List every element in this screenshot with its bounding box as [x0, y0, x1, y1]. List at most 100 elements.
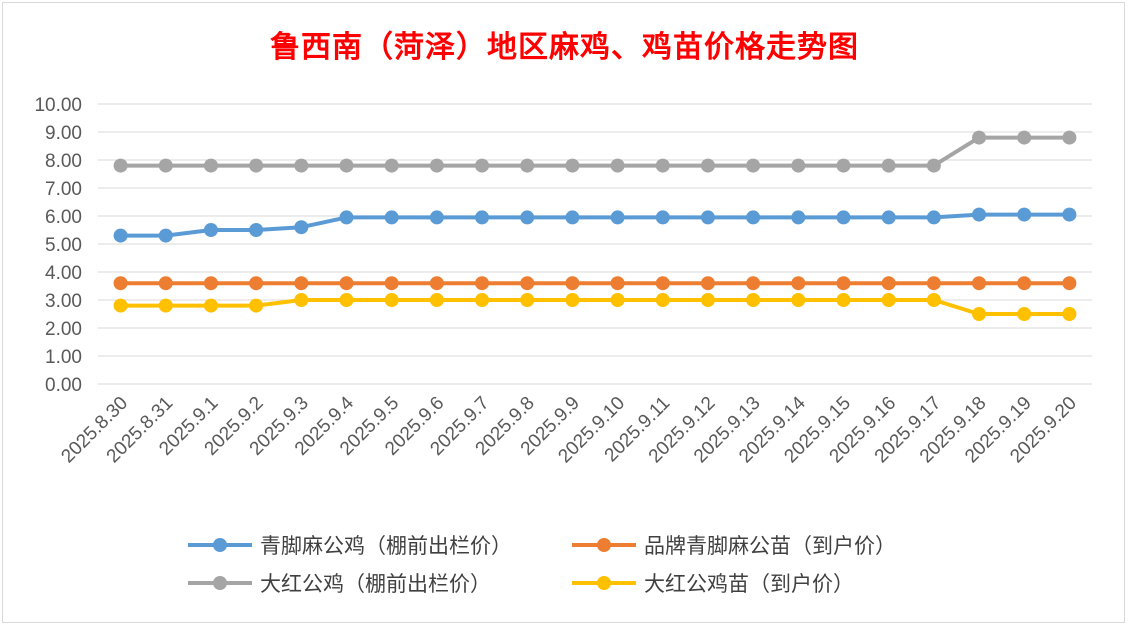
- data-point: [339, 293, 354, 307]
- legend-label: 青脚麻公鸡（棚前出栏价）: [260, 534, 512, 558]
- data-point: [791, 293, 806, 307]
- x-axis-ticks: 2025.8.302025.8.312025.9.12025.9.22025.9…: [58, 392, 1081, 467]
- data-point: [836, 276, 851, 291]
- series-line: [120, 298, 1070, 316]
- series-line: [120, 135, 1070, 168]
- data-point: [203, 298, 218, 313]
- data-point: [113, 158, 128, 173]
- data-point: [158, 298, 173, 313]
- data-point: [1017, 276, 1032, 291]
- data-point: [655, 276, 670, 291]
- legend-label: 大红公鸡（棚前出栏价）: [260, 572, 491, 596]
- legend-label: 大红公鸡苗（到户价）: [644, 572, 854, 596]
- legend-entry: 大红公鸡苗（到户价）: [572, 572, 854, 596]
- data-point: [972, 276, 987, 291]
- data-point: [791, 276, 806, 291]
- data-point: [972, 207, 987, 222]
- data-point: [565, 293, 580, 307]
- y-tick-label: 7.00: [45, 179, 82, 200]
- data-point: [429, 276, 444, 291]
- data-point: [294, 276, 309, 291]
- data-point: [881, 210, 896, 225]
- data-point: [429, 210, 444, 225]
- data-point: [384, 210, 399, 225]
- data-point: [881, 158, 896, 173]
- data-point: [429, 158, 444, 173]
- data-point: [158, 158, 173, 173]
- data-point: [475, 158, 490, 173]
- data-point: [384, 158, 399, 173]
- legend-swatch-marker: [597, 576, 611, 590]
- data-point: [294, 220, 309, 235]
- data-point: [1017, 207, 1032, 222]
- data-point: [475, 210, 490, 225]
- data-point: [926, 293, 941, 307]
- data-point: [113, 276, 128, 291]
- data-point: [113, 228, 128, 243]
- data-point: [565, 276, 580, 291]
- data-point: [203, 276, 218, 291]
- data-point: [1062, 276, 1077, 291]
- data-point: [294, 158, 309, 173]
- data-point: [836, 293, 851, 307]
- data-point: [700, 158, 715, 173]
- data-point: [700, 210, 715, 225]
- data-point: [1062, 307, 1077, 321]
- y-axis-ticks: 0.00 1.00 2.00 3.00 4.00 5.00 6.00 7.00 8.00 9.00…: [34, 95, 82, 396]
- data-point: [249, 158, 264, 173]
- chart-title: 鲁西南（菏泽）地区麻鸡、鸡苗价格走势图: [270, 30, 859, 65]
- data-point: [294, 293, 309, 307]
- y-tick-label: 3.00: [45, 291, 82, 312]
- data-point: [746, 276, 761, 291]
- data-point: [384, 276, 399, 291]
- legend-swatch-marker: [597, 538, 611, 552]
- data-point: [520, 276, 535, 291]
- data-point: [339, 210, 354, 225]
- legend-swatch-marker: [213, 538, 227, 552]
- y-tick-label: 2.00: [45, 319, 82, 340]
- series-3: [113, 293, 1077, 321]
- data-point: [520, 210, 535, 225]
- data-point: [475, 293, 490, 307]
- data-point: [881, 293, 896, 307]
- legend-swatch-marker: [213, 576, 227, 590]
- data-point: [384, 293, 399, 307]
- data-point: [746, 158, 761, 173]
- series-2: [113, 130, 1077, 173]
- legend-entry: 青脚麻公鸡（棚前出栏价）: [188, 534, 512, 558]
- y-tick-label: 4.00: [45, 263, 82, 284]
- data-point: [926, 158, 941, 173]
- series-1: [113, 276, 1077, 291]
- data-point: [339, 276, 354, 291]
- y-tick-label: 6.00: [45, 207, 82, 228]
- data-point: [746, 210, 761, 225]
- data-point: [610, 210, 625, 225]
- data-point: [746, 293, 761, 307]
- y-tick-label: 9.00: [45, 123, 82, 144]
- data-point: [249, 276, 264, 291]
- series-0: [113, 207, 1077, 243]
- data-point: [972, 130, 987, 145]
- data-point: [429, 293, 444, 307]
- legend: 青脚麻公鸡（棚前出栏价） 品牌青脚麻公苗（到户价） 大红公鸡（棚前出栏价） 大红公鸡苗…: [188, 534, 896, 596]
- data-point: [249, 223, 264, 237]
- data-point: [610, 276, 625, 291]
- data-point: [203, 223, 218, 237]
- data-point: [520, 293, 535, 307]
- series-line: [120, 212, 1070, 238]
- data-point: [791, 158, 806, 173]
- data-point: [926, 276, 941, 291]
- data-point: [158, 276, 173, 291]
- data-point: [565, 158, 580, 173]
- data-point: [158, 228, 173, 243]
- data-point: [113, 298, 128, 313]
- legend-label: 品牌青脚麻公苗（到户价）: [644, 534, 896, 558]
- data-point: [655, 293, 670, 307]
- data-point: [339, 158, 354, 173]
- data-point: [520, 158, 535, 173]
- data-point: [203, 158, 218, 173]
- y-tick-label: 5.00: [45, 235, 82, 256]
- series-layer: [113, 130, 1077, 321]
